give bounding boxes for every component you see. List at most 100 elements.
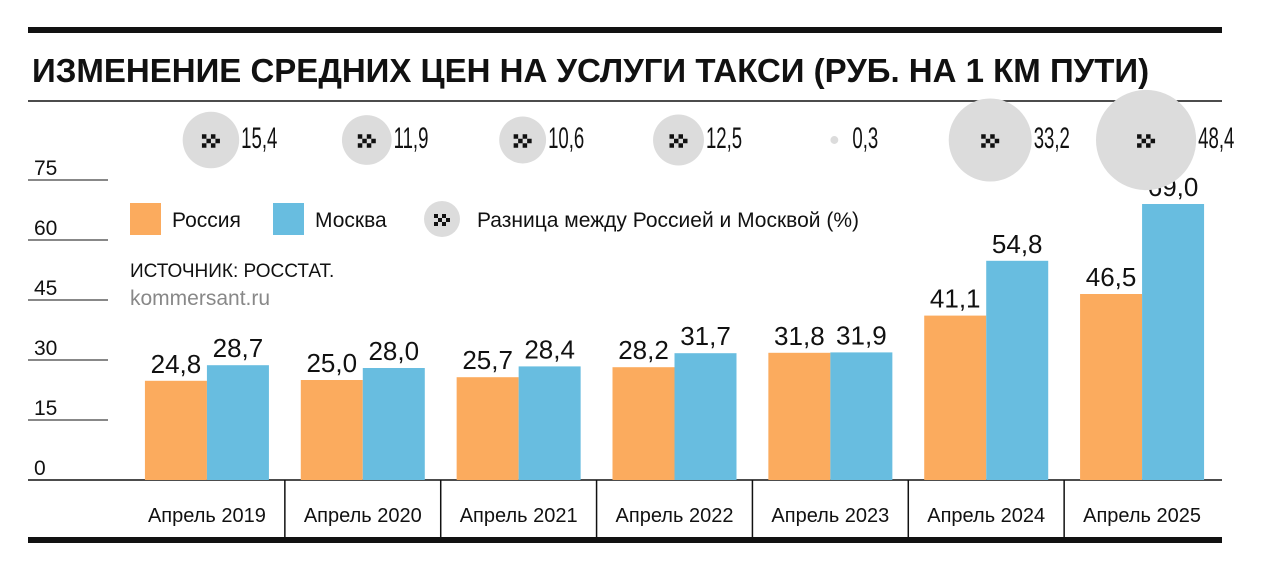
checker-cell xyxy=(434,222,438,226)
y-tick-label: 45 xyxy=(34,277,57,300)
checker-cell xyxy=(210,134,216,139)
bar xyxy=(924,315,987,480)
bottom-rule xyxy=(28,537,1222,543)
value-label: 54,8 xyxy=(992,229,1043,259)
checker-cell xyxy=(513,143,519,148)
checker-cell xyxy=(362,138,367,144)
checker-cell xyxy=(669,134,674,139)
checker-cell xyxy=(985,138,991,144)
taxi-icon xyxy=(201,134,220,148)
checker-cell xyxy=(371,138,376,144)
taxi-icon xyxy=(434,214,450,226)
checker-cell xyxy=(683,138,688,144)
checker-cell xyxy=(674,138,679,144)
checker-cell xyxy=(210,143,216,148)
taxi-icon xyxy=(669,134,688,148)
bar xyxy=(830,352,893,480)
checker-cell xyxy=(518,138,523,144)
source: ИСТОЧНИК: РОССТАТ. xyxy=(130,261,334,282)
x-tick-label: Апрель 2025 xyxy=(1083,505,1201,527)
checker-cell xyxy=(522,143,528,148)
bar xyxy=(612,367,675,480)
bar xyxy=(674,353,737,480)
value-label: 31,9 xyxy=(836,320,887,350)
checker-cell xyxy=(357,134,363,139)
bar xyxy=(768,352,831,480)
checker-cell xyxy=(1141,138,1147,144)
x-tick-label: Апрель 2020 xyxy=(304,505,422,527)
legend-label: Россия xyxy=(172,209,241,232)
checker-cell xyxy=(201,143,207,148)
taxi-icon xyxy=(357,134,376,148)
checker-cell xyxy=(678,134,683,139)
difference-label: 15,4 xyxy=(241,122,277,156)
checker-cell xyxy=(366,134,372,139)
value-label: 25,0 xyxy=(306,348,357,378)
checker-cell xyxy=(669,143,674,148)
y-tick-label: 75 xyxy=(34,157,57,180)
credit: kommersant.ru xyxy=(130,287,270,310)
chart-title: ИЗМЕНЕНИЕ СРЕДНИХ ЦЕН НА УСЛУГИ ТАКСИ (Р… xyxy=(32,52,1149,89)
difference-label: 48,4 xyxy=(1198,122,1234,156)
y-tick-label: 15 xyxy=(34,397,57,420)
bar xyxy=(144,380,207,480)
difference-label: 12,5 xyxy=(706,122,742,156)
value-label: 24,8 xyxy=(151,349,202,379)
difference-label: 10,6 xyxy=(548,122,584,156)
difference-label: 33,2 xyxy=(1034,122,1070,156)
legend-label: Москва xyxy=(315,209,387,232)
y-tick-label: 30 xyxy=(34,337,57,360)
y-tick-label: 60 xyxy=(34,217,57,240)
checker-cell xyxy=(1137,143,1142,148)
checker-cell xyxy=(366,143,372,148)
bar xyxy=(362,368,425,480)
difference-label: 0,3 xyxy=(852,122,878,156)
checker-cell xyxy=(981,143,986,148)
y-tick-label: 0 xyxy=(34,457,46,480)
checker-cell xyxy=(1146,134,1151,139)
x-tick-label: Апрель 2022 xyxy=(616,505,734,527)
taxi-icon xyxy=(513,134,532,148)
checker-cell xyxy=(1146,143,1151,148)
checker-cell xyxy=(438,218,442,222)
value-label: 25,7 xyxy=(462,345,513,375)
checker-cell xyxy=(678,143,683,148)
difference-label: 11,9 xyxy=(394,122,429,156)
checker-cell xyxy=(990,143,995,148)
checker-cell xyxy=(994,138,1000,144)
x-tick-label: Апрель 2024 xyxy=(927,505,1045,527)
bar xyxy=(456,377,519,480)
checker-cell xyxy=(446,218,450,222)
checker-cell xyxy=(527,138,532,144)
checker-cell xyxy=(981,134,986,139)
checker-cell xyxy=(442,214,446,218)
checker-cell xyxy=(522,134,528,139)
value-label: 41,1 xyxy=(930,284,981,314)
value-label: 31,8 xyxy=(774,321,825,351)
bar xyxy=(206,365,269,480)
bar xyxy=(986,260,1049,480)
value-label: 28,0 xyxy=(368,336,419,366)
checker-cell xyxy=(206,138,211,144)
legend-swatch xyxy=(130,203,161,235)
taxi-icon xyxy=(981,134,1000,148)
top-rule xyxy=(28,27,1222,33)
bar xyxy=(1142,204,1205,480)
legend-swatch xyxy=(273,203,304,235)
checker-cell xyxy=(215,138,220,144)
checker-cell xyxy=(357,143,363,148)
x-tick-label: Апрель 2021 xyxy=(460,505,578,527)
value-label: 46,5 xyxy=(1086,262,1137,292)
value-label: 28,4 xyxy=(524,334,575,364)
checker-cell xyxy=(1150,138,1156,144)
taxi-icon xyxy=(1137,134,1156,148)
x-tick-label: Апрель 2019 xyxy=(148,505,266,527)
checker-cell xyxy=(513,134,519,139)
x-tick-label: Апрель 2023 xyxy=(771,505,889,527)
checker-cell xyxy=(1137,134,1142,139)
value-label: 31,7 xyxy=(680,321,731,351)
bar xyxy=(518,366,581,480)
bar xyxy=(1080,294,1143,480)
